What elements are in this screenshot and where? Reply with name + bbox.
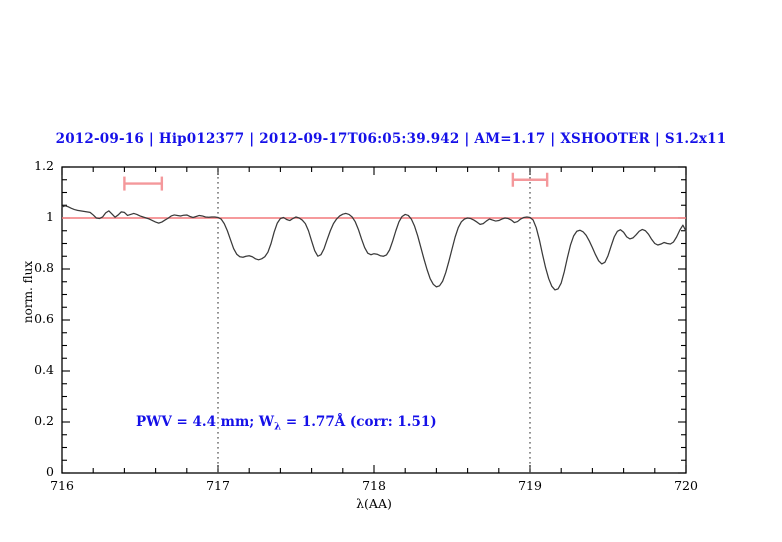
page-title: 2012-09-16 | Hip012377 | 2012-09-17T06:0… — [55, 131, 727, 147]
x-tick-label: 720 — [674, 478, 698, 493]
x-tick-label: 716 — [50, 478, 74, 493]
y-tick-label: 0.6 — [34, 311, 54, 326]
pwv-annotation: PWV = 4.4 mm; Wλ = 1.77Å (corr: 1.51) — [136, 414, 437, 433]
pwv-annotation-suffix: = 1.77Å (corr: 1.51) — [281, 414, 437, 430]
y-tick-label: 0.8 — [34, 260, 54, 275]
pwv-annotation-prefix: PWV = 4.4 mm; W — [136, 414, 275, 430]
y-tick-label: 1.2 — [34, 158, 54, 173]
y-tick-label: 0.2 — [34, 413, 54, 428]
x-tick-label: 719 — [518, 478, 542, 493]
y-tick-label: 1 — [46, 209, 54, 224]
y-tick-label: 0.4 — [34, 362, 54, 377]
x-tick-label: 718 — [362, 478, 386, 493]
errorbar-markers — [123, 172, 549, 191]
y-tick-label: 0 — [46, 464, 54, 479]
pwv-annotation-subscript: λ — [274, 421, 282, 433]
x-tick-label: 717 — [206, 478, 230, 493]
x-axis-label: λ(AA) — [356, 496, 392, 511]
spectrum-line — [61, 205, 687, 291]
